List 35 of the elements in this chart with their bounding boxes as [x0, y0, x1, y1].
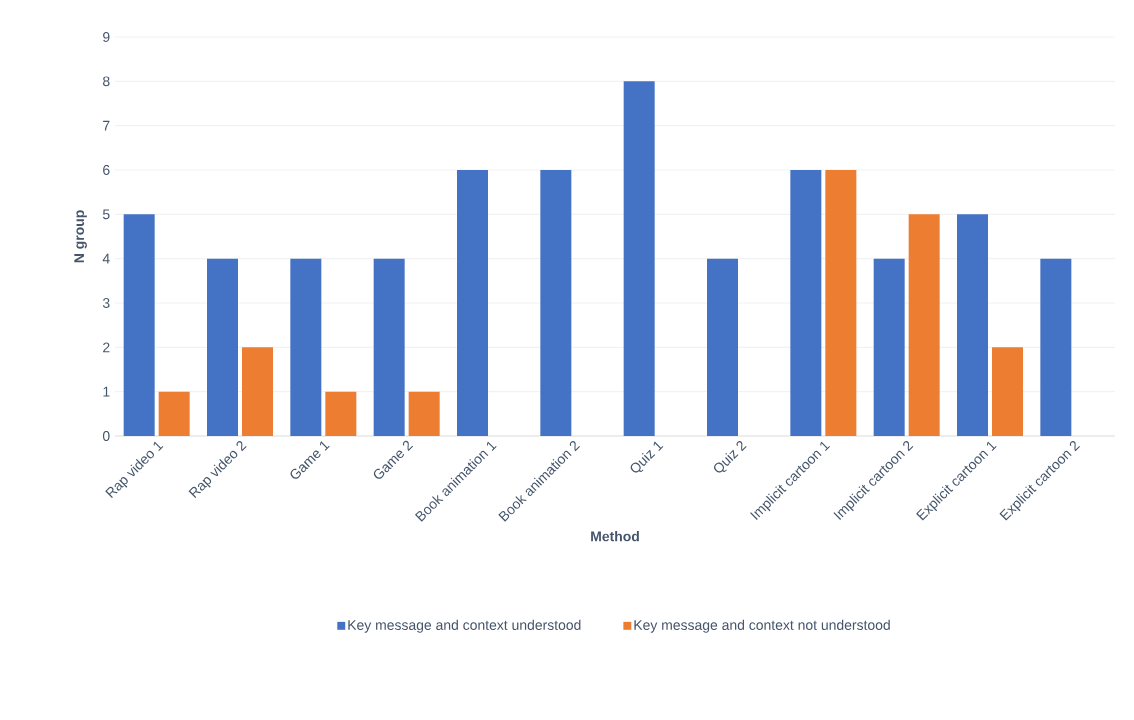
bar: [992, 347, 1024, 436]
y-axis-title: N group: [74, 210, 87, 263]
bar: [957, 214, 989, 436]
bar: [790, 170, 822, 436]
y-tick-label: 8: [103, 76, 110, 87]
y-tick-label: 0: [102, 431, 110, 441]
bar: [908, 214, 940, 436]
bar: [707, 258, 738, 436]
bar: [207, 258, 238, 436]
y-tick-label: 1: [103, 386, 110, 397]
y-tick-label: 5: [102, 209, 110, 220]
x-tick-label: Quiz 2: [714, 441, 747, 473]
x-axis-title: Method: [591, 531, 639, 542]
y-tick-label: 2: [103, 342, 110, 353]
x-tick-label: Quiz 1: [630, 441, 664, 473]
y-tick-label: 3: [102, 298, 110, 308]
bar: [290, 258, 322, 436]
bar: [873, 258, 905, 436]
bar: [123, 214, 155, 436]
bar: [1040, 258, 1072, 436]
bar: [623, 81, 655, 436]
y-tick-label: 7: [103, 120, 110, 131]
y-tick-label: 9: [103, 32, 110, 42]
bar: [457, 170, 488, 436]
legend-label: Key message and context understood: [348, 619, 581, 633]
bar: [158, 391, 190, 436]
bar: [408, 391, 440, 436]
legend-label: Key message and context not understood: [634, 619, 890, 633]
y-tick-label: 4: [102, 253, 110, 264]
bar: [825, 170, 857, 436]
bar: [325, 391, 357, 436]
bar: [373, 258, 405, 436]
bar: [540, 170, 572, 436]
y-tick-label: 6: [103, 165, 110, 175]
bar: [242, 347, 273, 436]
